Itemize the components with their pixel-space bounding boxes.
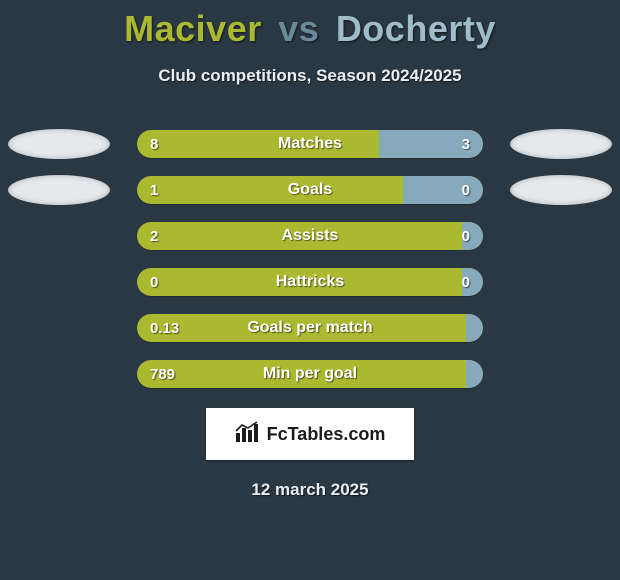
stat-bar: Goals (137, 176, 483, 204)
stat-bar-right-fill (466, 314, 483, 342)
player2-name: Docherty (336, 8, 496, 49)
stat-bar-right-fill (403, 176, 483, 204)
stat-label: Goals per match (137, 314, 483, 342)
player1-avatar (8, 175, 110, 205)
comparison-title: Maciver vs Docherty (0, 0, 620, 50)
stat-row: Min per goal789 (0, 360, 620, 388)
stat-value-left: 8 (150, 130, 158, 158)
stat-label: Min per goal (137, 360, 483, 388)
stat-bar: Min per goal (137, 360, 483, 388)
player1-avatar (8, 129, 110, 159)
stat-rows: Matches83Goals10Assists20Hattricks00Goal… (0, 130, 620, 388)
footer-badge: FcTables.com (206, 408, 414, 460)
stat-row: Goals1 0 (0, 176, 620, 204)
player2-avatar (510, 129, 612, 159)
stat-bar: Matches (137, 130, 483, 158)
stat-value-right: 3 (462, 130, 470, 158)
stat-value-right: 0 (462, 268, 470, 296)
brand-text: FcTables.com (267, 424, 386, 445)
stat-bar: Goals per match (137, 314, 483, 342)
date-text: 12 march 2025 (0, 480, 620, 500)
stat-value-left: 2 (150, 222, 158, 250)
stat-bar: Assists (137, 222, 483, 250)
stat-label: Assists (137, 222, 483, 250)
stat-row: Matches8 3 (0, 130, 620, 158)
stat-row: Hattricks0 0 (0, 268, 620, 296)
stat-value-left: 1 (150, 176, 158, 204)
stat-row: Assists2 0 (0, 222, 620, 250)
stat-label: Hattricks (137, 268, 483, 296)
stat-value-left: 0.13 (150, 314, 179, 342)
stat-value-left: 0 (150, 268, 158, 296)
stat-bar: Hattricks (137, 268, 483, 296)
stat-bar-right-fill (466, 360, 483, 388)
chart-icon (235, 421, 261, 448)
player2-avatar (510, 175, 612, 205)
stat-value-right: 0 (462, 176, 470, 204)
stat-value-left: 789 (150, 360, 175, 388)
vs-text: vs (278, 8, 319, 49)
player1-name: Maciver (124, 8, 262, 49)
subtitle: Club competitions, Season 2024/2025 (0, 66, 620, 86)
stat-row: Goals per match0.13 (0, 314, 620, 342)
stat-value-right: 0 (462, 222, 470, 250)
